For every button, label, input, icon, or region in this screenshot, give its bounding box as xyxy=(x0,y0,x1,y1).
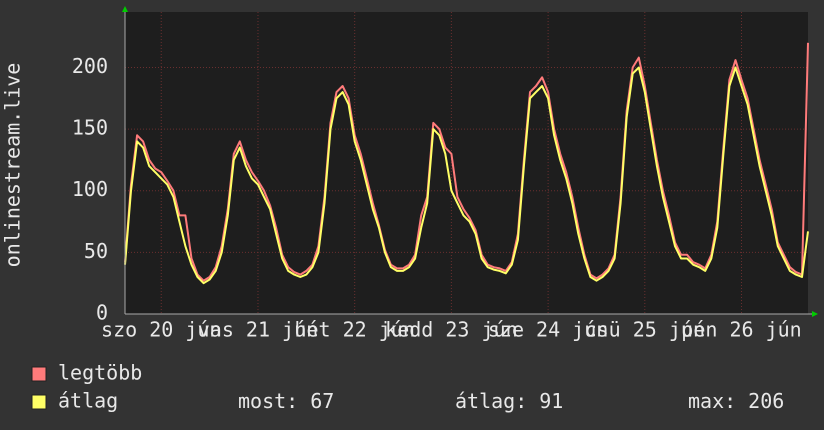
x-tick-label: csü 25 jún xyxy=(585,318,705,342)
x-tick-label: hét 22 jún xyxy=(294,318,414,342)
series-line xyxy=(124,42,809,282)
stat: max: 206 xyxy=(688,389,784,413)
x-tick-label: kedd 23 jún xyxy=(385,318,517,342)
y-tick-label: 100 xyxy=(72,177,108,201)
stat-value: 91 xyxy=(539,389,563,413)
stat-value: 206 xyxy=(748,389,784,413)
y-tick-label: 50 xyxy=(84,239,108,263)
legend-swatch xyxy=(31,366,47,382)
x-tick-label: szo 20 jún xyxy=(101,318,221,342)
legend-swatch xyxy=(31,394,47,410)
x-tick-label: pén 26 jún xyxy=(681,318,801,342)
stat-label: max: xyxy=(688,389,736,413)
x-tick-label: vas 21 jún xyxy=(198,318,318,342)
stat-value: 67 xyxy=(310,389,334,413)
stat-label: most: xyxy=(238,389,298,413)
y-axis-label: onlinestream.live xyxy=(1,63,25,268)
y-tick-label: 0 xyxy=(96,301,108,325)
series-line xyxy=(124,66,809,285)
x-tick-label: sze 24 jún xyxy=(488,318,608,342)
legend-label: legtöbb xyxy=(58,361,142,385)
stat: átlag: 91 xyxy=(455,389,563,413)
legend-label: átlag xyxy=(58,389,118,413)
axis-arrow xyxy=(122,6,128,12)
stat: most: 67 xyxy=(238,389,334,413)
axis-arrow xyxy=(812,311,818,317)
y-tick-label: 150 xyxy=(72,116,108,140)
y-tick-label: 200 xyxy=(72,54,108,78)
stat-label: átlag: xyxy=(455,389,527,413)
